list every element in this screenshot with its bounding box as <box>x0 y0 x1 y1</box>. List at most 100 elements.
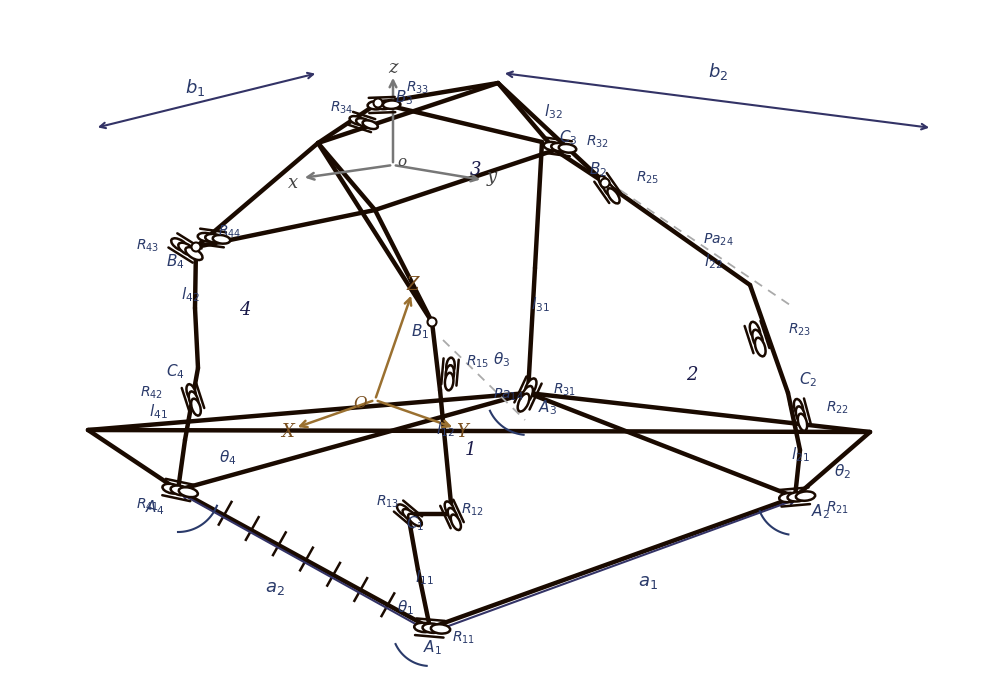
Text: $b_2$: $b_2$ <box>708 62 728 82</box>
Text: 2: 2 <box>686 366 698 384</box>
Ellipse shape <box>198 233 215 242</box>
Ellipse shape <box>755 338 766 356</box>
Text: $A_2$: $A_2$ <box>811 503 829 521</box>
Text: Z: Z <box>407 276 419 294</box>
Text: $a_1$: $a_1$ <box>638 573 658 591</box>
Text: $\theta_2$: $\theta_2$ <box>834 463 852 482</box>
Text: $\theta_3$: $\theta_3$ <box>493 351 511 369</box>
Ellipse shape <box>544 142 561 150</box>
Ellipse shape <box>205 234 223 243</box>
Ellipse shape <box>525 378 536 396</box>
Text: $R_{43}$: $R_{43}$ <box>136 238 160 254</box>
Ellipse shape <box>408 514 422 526</box>
Text: $R_{22}$: $R_{22}$ <box>826 400 850 416</box>
Text: $R_{41}$: $R_{41}$ <box>136 497 160 513</box>
Ellipse shape <box>403 509 416 521</box>
Ellipse shape <box>375 101 393 109</box>
Text: $R_{12}$: $R_{12}$ <box>461 502 485 518</box>
Ellipse shape <box>171 238 188 251</box>
Circle shape <box>600 178 610 187</box>
Text: $R_{34}$: $R_{34}$ <box>330 100 354 116</box>
Ellipse shape <box>445 373 453 390</box>
Text: z: z <box>388 59 398 77</box>
Text: $C_2$: $C_2$ <box>799 370 817 389</box>
Text: $\theta_4$: $\theta_4$ <box>219 449 237 468</box>
Ellipse shape <box>356 118 371 127</box>
Ellipse shape <box>796 491 815 500</box>
Text: $a_2$: $a_2$ <box>265 579 285 597</box>
Ellipse shape <box>368 101 385 110</box>
Text: $B_1$: $B_1$ <box>411 323 429 341</box>
Ellipse shape <box>796 406 805 424</box>
Text: x: x <box>288 174 298 192</box>
Text: $R_{25}$: $R_{25}$ <box>636 170 660 186</box>
Ellipse shape <box>798 414 807 431</box>
Text: $R_{31}$: $R_{31}$ <box>553 382 577 398</box>
Ellipse shape <box>179 487 198 497</box>
Text: $R_{23}$: $R_{23}$ <box>788 322 812 338</box>
Text: $l_{22}$: $l_{22}$ <box>704 252 722 271</box>
Ellipse shape <box>363 120 378 129</box>
Ellipse shape <box>794 399 803 416</box>
Text: y: y <box>487 168 497 186</box>
Text: $R_{32}$: $R_{32}$ <box>586 134 610 150</box>
Text: o: o <box>397 155 407 169</box>
Ellipse shape <box>603 182 615 197</box>
Text: $C_3$: $C_3$ <box>559 129 577 147</box>
Text: $A_1$: $A_1$ <box>423 639 441 657</box>
Text: $\theta_1$: $\theta_1$ <box>397 598 415 617</box>
Text: $R_{33}$: $R_{33}$ <box>406 80 430 96</box>
Text: $l_{11}$: $l_{11}$ <box>415 569 433 587</box>
Text: $l_{31}$: $l_{31}$ <box>531 296 549 315</box>
Ellipse shape <box>788 492 807 501</box>
Text: X: X <box>282 423 294 441</box>
Text: $B_4$: $B_4$ <box>166 252 184 271</box>
Ellipse shape <box>186 384 196 401</box>
Ellipse shape <box>178 243 195 256</box>
Ellipse shape <box>779 493 799 502</box>
Ellipse shape <box>451 514 461 530</box>
Ellipse shape <box>423 624 442 633</box>
Text: $l_{41}$: $l_{41}$ <box>149 403 167 421</box>
Ellipse shape <box>750 322 760 340</box>
Text: $Pa_{24}$: $Pa_{24}$ <box>703 232 733 248</box>
Ellipse shape <box>559 144 576 152</box>
Text: $A_3$: $A_3$ <box>538 398 558 417</box>
Text: $B_2$: $B_2$ <box>589 161 607 180</box>
Ellipse shape <box>171 486 190 496</box>
Circle shape <box>192 243 200 252</box>
Text: $A_4$: $A_4$ <box>145 498 165 517</box>
Text: $R_{21}$: $R_{21}$ <box>826 500 850 516</box>
Text: $l_{42}$: $l_{42}$ <box>181 286 199 304</box>
Text: $R_{13}$: $R_{13}$ <box>376 493 400 510</box>
Ellipse shape <box>213 235 230 244</box>
Text: $B_3$: $B_3$ <box>395 89 413 108</box>
Ellipse shape <box>599 176 611 191</box>
Ellipse shape <box>446 358 455 375</box>
Text: $C_4$: $C_4$ <box>166 363 184 382</box>
Ellipse shape <box>551 143 569 152</box>
Circle shape <box>374 99 382 108</box>
Ellipse shape <box>414 623 434 632</box>
Text: $R_{11}$: $R_{11}$ <box>452 630 476 646</box>
Ellipse shape <box>518 394 529 412</box>
Circle shape <box>428 317 436 326</box>
Ellipse shape <box>521 386 533 404</box>
Text: $R_{42}$: $R_{42}$ <box>140 385 164 401</box>
Text: Y: Y <box>456 423 468 441</box>
Ellipse shape <box>431 624 450 633</box>
Text: $b_1$: $b_1$ <box>185 78 205 99</box>
Ellipse shape <box>448 508 458 524</box>
Ellipse shape <box>607 188 620 203</box>
Ellipse shape <box>752 330 763 348</box>
Ellipse shape <box>397 505 411 517</box>
Ellipse shape <box>350 116 365 125</box>
Text: $C_1$: $C_1$ <box>406 514 424 533</box>
Text: O: O <box>353 394 367 412</box>
Text: 4: 4 <box>239 301 251 319</box>
Text: $l_{21}$: $l_{21}$ <box>791 446 809 464</box>
Ellipse shape <box>446 365 454 383</box>
Text: 3: 3 <box>470 161 482 179</box>
Ellipse shape <box>445 501 455 517</box>
Ellipse shape <box>383 101 400 109</box>
